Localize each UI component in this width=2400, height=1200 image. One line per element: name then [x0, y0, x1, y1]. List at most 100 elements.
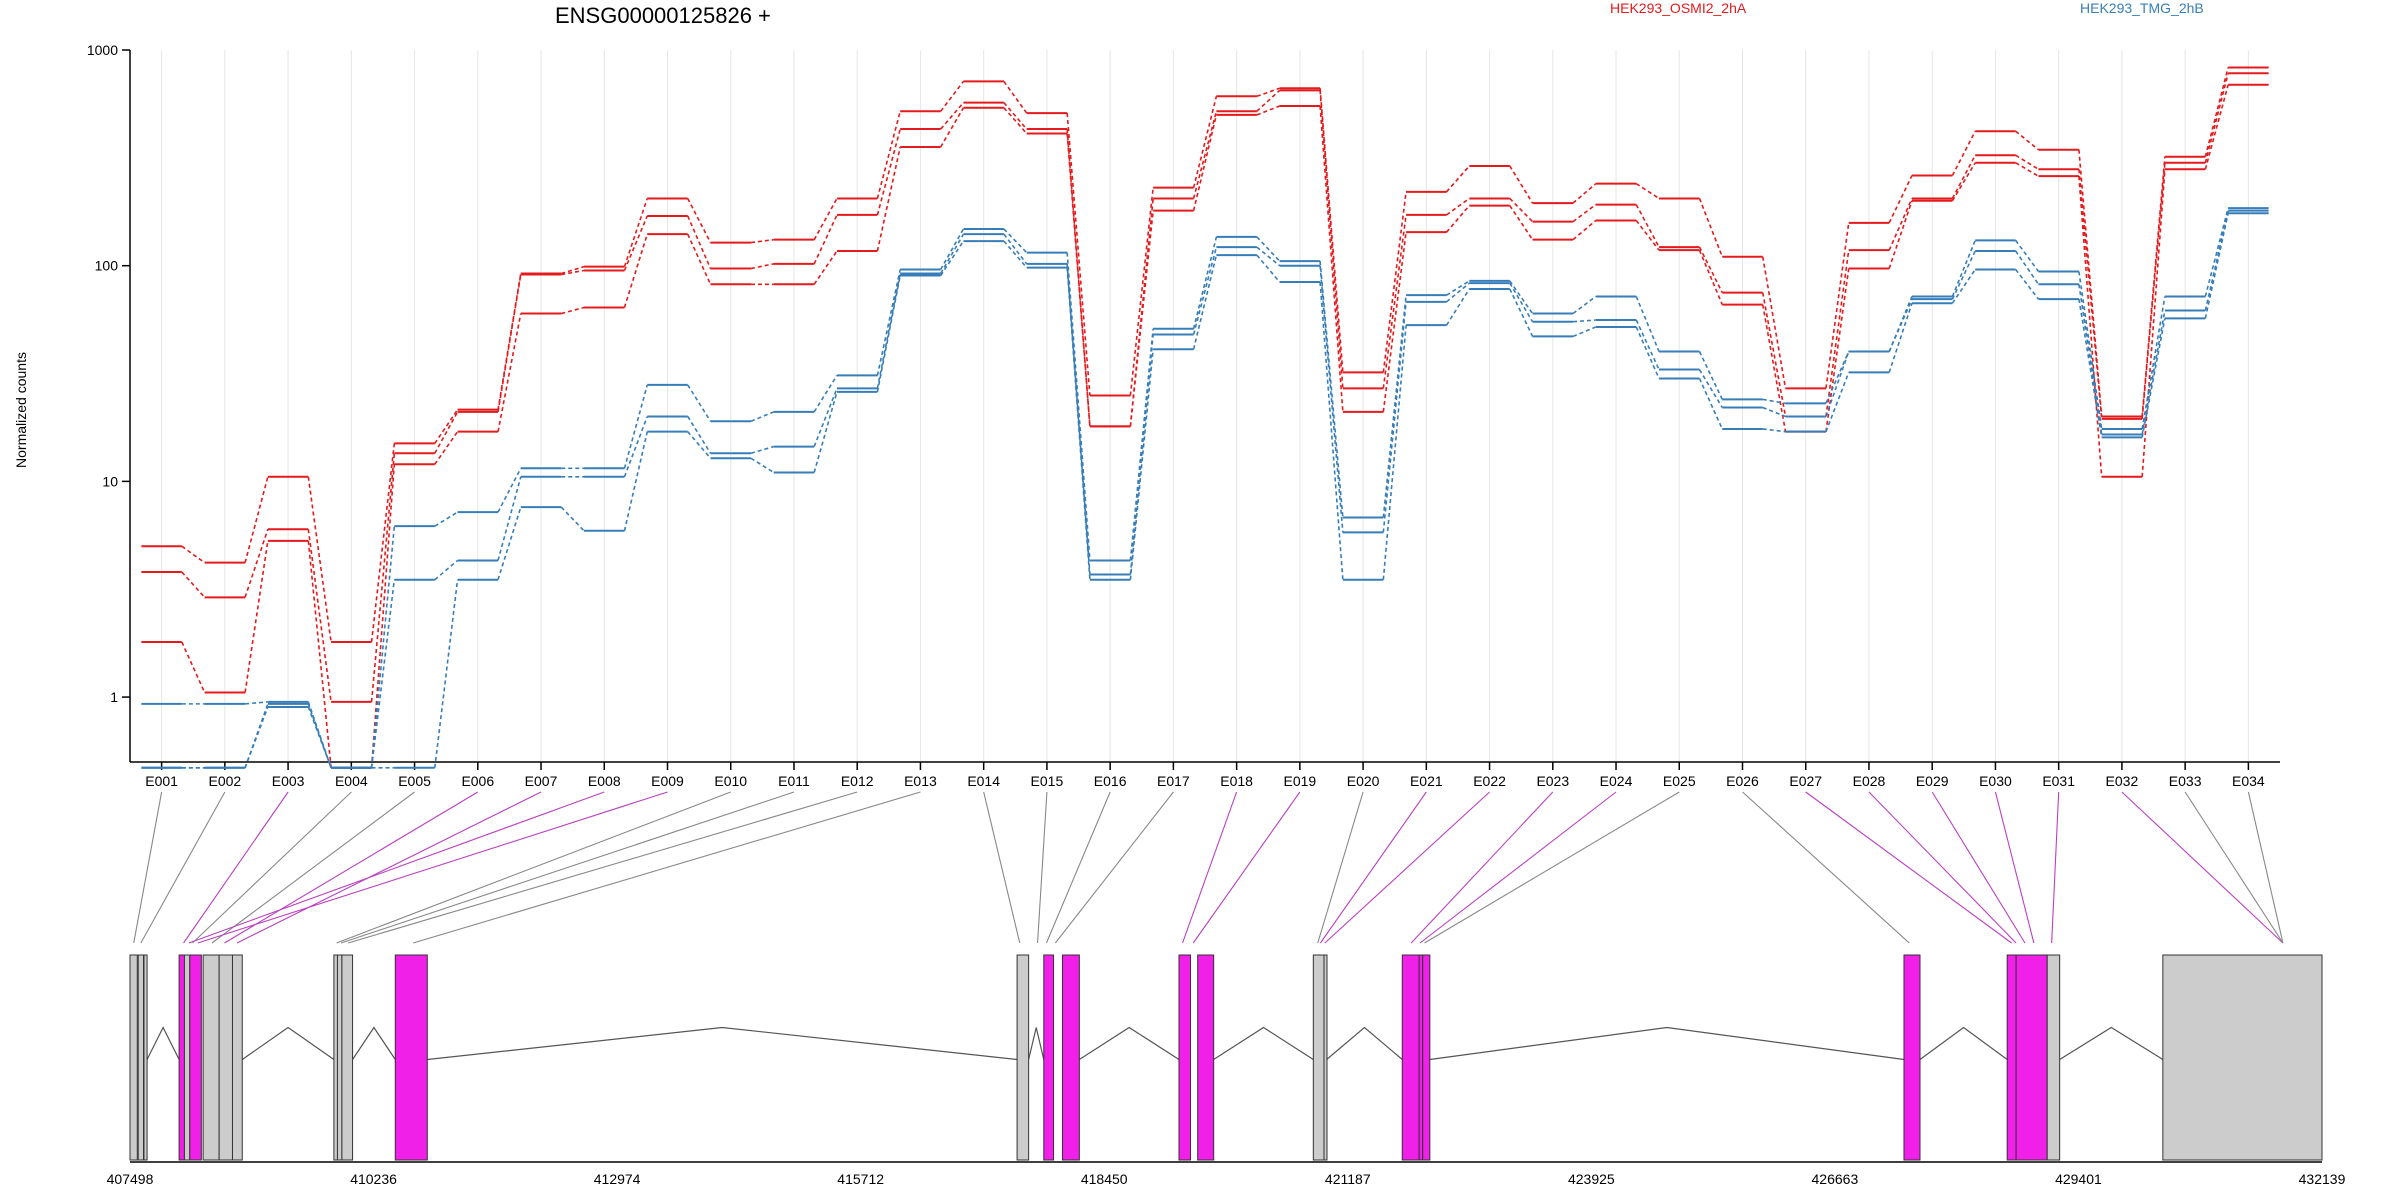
series-transition — [1761, 292, 1787, 417]
x-tick-label-e005: E005 — [398, 773, 431, 789]
exon-box — [218, 954, 233, 1161]
series-transition — [433, 579, 459, 768]
connector-e021 — [1319, 791, 1427, 944]
series-transition — [307, 529, 332, 702]
exon-box — [336, 954, 343, 1161]
series-transition — [1256, 87, 1280, 98]
series-transition — [560, 506, 585, 532]
x-tick-label-e032: E032 — [2106, 773, 2139, 789]
series-transition — [750, 411, 775, 422]
exon-box — [1197, 954, 1215, 1161]
exon-box — [1178, 954, 1192, 1161]
series-transition — [1003, 233, 1028, 265]
connector-e013 — [412, 791, 921, 944]
axes: 1 10 100 1000 E001 E002 E003 E004 E005 E006 E007 E0… — [87, 42, 2280, 789]
exon-box — [1903, 954, 1921, 1161]
x-tick-label-e002: E002 — [209, 773, 242, 789]
connector-e016 — [1045, 791, 1111, 944]
series-transition — [497, 274, 522, 413]
series-transition — [1635, 220, 1660, 251]
series-transition — [1825, 250, 1850, 417]
x-tick-label-e019: E019 — [1284, 773, 1317, 789]
series-transition — [1382, 325, 1407, 580]
series-transition — [687, 416, 712, 454]
series-transition — [1825, 372, 1850, 432]
genomic-tick-label: 412974 — [594, 1171, 641, 1187]
x-tick-label-e027: E027 — [1789, 773, 1822, 789]
series-transition — [2204, 207, 2229, 297]
series-transition — [1003, 240, 1028, 269]
connector-e007 — [236, 791, 542, 944]
series-transition — [497, 467, 522, 513]
series-transition — [1762, 398, 1786, 405]
exon-box — [143, 954, 148, 1161]
series-transition — [1256, 236, 1281, 262]
series-transition — [1951, 240, 1976, 297]
series-transition — [1382, 214, 1407, 389]
connector-e033 — [2184, 791, 2284, 944]
genomic-tick-label: 421187 — [1325, 1171, 1371, 1187]
x-tick-label-e033: E033 — [2169, 773, 2202, 789]
exon-box — [231, 954, 243, 1161]
exon-box — [202, 954, 220, 1161]
series-transition — [1066, 113, 1091, 396]
series-transition — [1951, 250, 1976, 300]
x-tick-label-e028: E028 — [1853, 773, 1886, 789]
exon-box — [1418, 954, 1424, 1161]
x-tick-label-e034: E034 — [2232, 773, 2265, 789]
series-transition — [244, 476, 269, 563]
series-transition — [1129, 334, 1154, 575]
series-transition — [1129, 210, 1154, 427]
series-transition — [1951, 154, 1976, 199]
series-transition — [244, 703, 269, 769]
series-transition — [2015, 130, 2039, 151]
exon-box — [1016, 954, 1030, 1161]
series-transition — [1003, 102, 1028, 130]
series-transition — [1382, 232, 1407, 412]
series-transition — [1445, 205, 1470, 233]
series-transition — [750, 238, 774, 244]
genomic-tick-label: 426663 — [1812, 1171, 1859, 1187]
y-axis-label: Normalized counts — [13, 352, 29, 468]
x-tick-label-e008: E008 — [588, 773, 621, 789]
series-transition — [2015, 154, 2039, 170]
series-transition — [2078, 149, 2103, 417]
series-transition — [1192, 111, 1218, 199]
series-transition — [1762, 428, 1786, 433]
series-transition — [623, 416, 649, 478]
series-transition — [434, 411, 459, 454]
series-transition — [813, 388, 838, 447]
x-tick-label-e020: E020 — [1347, 773, 1380, 789]
series-lines — [141, 66, 2269, 769]
series-transition — [1192, 246, 1218, 335]
series-transition — [434, 511, 458, 527]
series-transition — [1698, 198, 1724, 258]
series-transition — [1698, 369, 1723, 408]
series-transition — [1446, 280, 1470, 296]
exon-box — [129, 954, 138, 1161]
series-transition — [2015, 162, 2039, 177]
exon-box — [2046, 954, 2061, 1161]
series-transition — [1382, 295, 1407, 518]
series-transition — [1572, 319, 1596, 323]
series-transition — [940, 240, 965, 277]
series-transition — [1888, 175, 1913, 224]
series-transition — [1888, 298, 1913, 352]
series-transition — [1003, 228, 1028, 254]
series-transition — [561, 265, 585, 275]
connector-e014 — [983, 791, 1021, 944]
series-transition — [623, 384, 649, 469]
x-tick-label-e018: E018 — [1220, 773, 1253, 789]
x-tick-label-e011: E011 — [778, 773, 810, 789]
series-transition — [2015, 250, 2040, 285]
series-transition — [623, 198, 649, 267]
series-transition — [1509, 197, 1534, 223]
exon-box — [1061, 954, 1080, 1161]
series-transition — [1003, 80, 1028, 114]
intron-line — [146, 1026, 180, 1060]
series-transition — [1509, 282, 1534, 323]
series-transition — [876, 269, 901, 376]
connector-e027 — [1805, 791, 2012, 944]
series-transition — [2204, 84, 2229, 170]
